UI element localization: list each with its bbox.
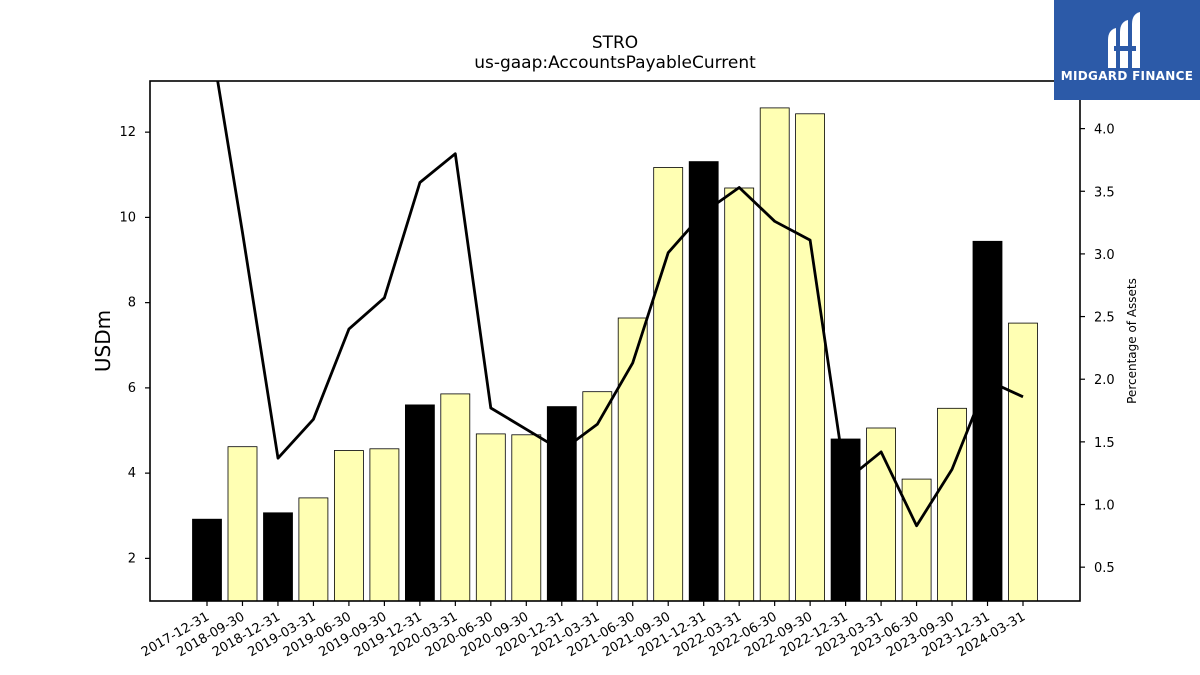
bar-2019-09-30 <box>369 448 400 602</box>
bar-2020-06-30 <box>475 433 506 602</box>
bar-2023-03-31 <box>866 427 896 602</box>
bar-series <box>192 107 1038 602</box>
bar-2023-06-30 <box>901 478 932 602</box>
chart-subtitle: us-gaap:AccountsPayableCurrent <box>474 53 756 73</box>
bar-2022-12-31 <box>830 438 861 602</box>
x-axis-ticks: 2017-12-312018-09-302018-12-312019-03-31… <box>139 601 1028 660</box>
bar-2019-06-30 <box>333 450 364 602</box>
bar-2024-03-31 <box>1008 322 1038 602</box>
bar-2021-09-30 <box>653 167 684 602</box>
right-tick-label: 4.0 <box>1094 123 1115 138</box>
right-axis-ticks: 0.5 1.0 1.5 2.0 2.5 3.0 3.5 4.0 <box>1080 123 1115 576</box>
left-tick-label: 8 <box>128 296 136 311</box>
left-tick-label: 10 <box>119 210 136 225</box>
percentage-line-series <box>216 81 1024 528</box>
bar-2022-06-30 <box>759 107 790 602</box>
left-tick-label: 12 <box>119 125 136 140</box>
y-axis-label-left: USDm <box>91 310 115 372</box>
bar-2018-09-30 <box>227 446 258 602</box>
bar-2018-12-31 <box>263 512 293 602</box>
bar-2020-09-30 <box>511 434 542 602</box>
left-tick-label: 4 <box>128 466 136 481</box>
right-tick-label: 1.0 <box>1094 499 1115 514</box>
logo-mark-icon <box>1108 12 1140 68</box>
bar-2019-03-31 <box>298 497 329 602</box>
bar-2022-03-31 <box>724 187 755 602</box>
right-tick-label: 1.5 <box>1094 436 1115 451</box>
bar-2020-03-31 <box>440 393 471 602</box>
plot-frame <box>149 80 1081 602</box>
bar-2017-12-31 <box>192 518 222 602</box>
logo-text: MIDGARD FINANCE <box>1060 69 1194 83</box>
right-tick-label: 2.0 <box>1094 373 1115 388</box>
bar-2022-09-30 <box>795 113 825 602</box>
right-tick-label: 2.5 <box>1094 311 1115 326</box>
left-axis-ticks: 2 4 6 8 10 12 <box>119 125 150 566</box>
bar-2020-12-31 <box>546 406 577 602</box>
midgard-finance-logo: MIDGARD FINANCE <box>1054 0 1200 100</box>
bar-2021-12-31 <box>688 161 719 602</box>
bar-2023-09-30 <box>937 407 967 602</box>
y-axis-label-right: Percentage of Assets <box>1125 278 1139 404</box>
percentage-of-assets-line <box>216 81 1024 528</box>
chart-title: STRO <box>592 33 638 53</box>
bar-2023-12-31 <box>972 240 1003 602</box>
right-tick-label: 3.0 <box>1094 248 1115 263</box>
left-tick-label: 6 <box>128 381 136 396</box>
right-tick-label: 3.5 <box>1094 185 1115 200</box>
left-tick-label: 2 <box>128 551 136 566</box>
bar-2021-03-31 <box>582 391 613 602</box>
bar-2019-12-31 <box>404 404 435 602</box>
right-tick-label: 0.5 <box>1094 561 1115 576</box>
